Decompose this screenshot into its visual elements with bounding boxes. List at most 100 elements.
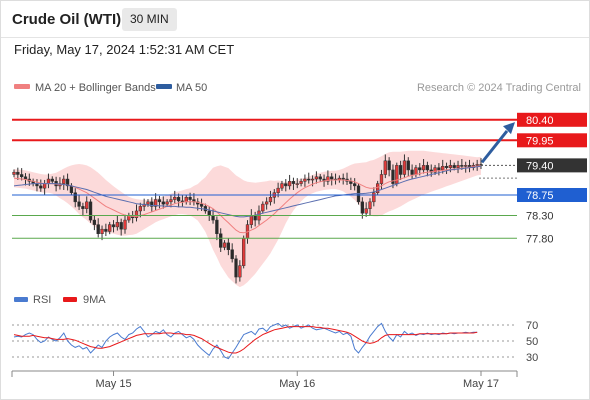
timeframe-badge[interactable]: 30 MIN [122,8,177,31]
legend-9ma-label: 9MA [83,294,106,306]
candle-body [134,210,139,219]
candle-body [284,183,288,187]
candle-body [215,219,219,234]
candle-body [318,176,322,180]
time-axis: May 15 May 16 May 17 [11,370,518,390]
candle-body [234,258,238,278]
candle-body [261,203,265,212]
candle-body [69,185,74,193]
candle-body [85,201,89,209]
legend-ma50-label: MA 50 [176,82,207,94]
candle-body [138,206,142,212]
candle-body [268,197,273,203]
rsi-ma-line [13,326,478,354]
candle-body [169,199,173,203]
candle-body [16,171,20,175]
candle-body [123,219,127,230]
candle-body [96,224,100,234]
candle-body [81,206,85,209]
levels: 80.40 79.95 78.75 78.30 77.80 79.40 [12,112,587,245]
candle-body [219,233,223,248]
candle-body [421,165,426,171]
candle-body [153,199,158,207]
candle-body [238,265,242,278]
candle-body [276,187,280,193]
rsi-tick-70: 70 [526,320,538,332]
candle-body [249,215,253,225]
level-label-78.30: 78.30 [526,211,554,223]
candle-body [39,185,43,189]
candle-body [330,176,334,180]
timestamp: Friday, May 17, 2024 1:52:31 AM CET [14,42,235,57]
candle-body [314,176,319,180]
candle-body [372,192,376,203]
candle-body [100,228,104,234]
rsi-line [13,322,478,360]
legend-swatch-ma20 [14,84,30,89]
candle-body [375,183,380,193]
forecast-arrow-shaft [480,129,509,164]
legend-swatch-rsi [14,297,28,302]
candle-body [115,222,120,228]
candle-body [307,178,311,181]
time-tick-May-16: May 16 [279,378,315,390]
candle-body [20,174,24,178]
candle-body [119,222,123,230]
candle-body [456,165,460,168]
candle-body [299,181,303,184]
price-legend: MA 20 + Bollinger Bands MA 50 Research ©… [14,82,581,94]
candle-body [12,171,16,175]
candle-body [391,169,395,184]
candle-body [475,164,479,166]
candle-body [207,210,211,216]
candle-body [46,178,51,184]
legend-swatch-9ma [63,297,77,302]
candle-body [42,183,47,189]
candle-body [88,201,93,221]
rsi-plot: 70 50 30 [12,320,538,364]
candle-body [444,166,449,168]
candle-body [425,165,430,171]
candle-body [165,201,169,205]
candle-body [303,178,307,182]
rsi-tick-50: 50 [526,336,538,348]
candle-body [184,197,188,203]
candle-body [211,215,215,221]
candle-body [464,165,468,167]
candle-body [326,176,330,182]
candle-body [199,203,204,207]
level-tag-bg-78.75 [517,188,587,202]
candle-body [92,219,97,225]
candle-body [280,183,284,189]
candle-body [398,165,403,175]
candle-body [150,201,154,207]
bollinger-band [14,150,481,288]
candle-body [104,228,108,232]
candle-body [452,165,456,168]
candle-body [368,201,372,209]
candle-body [364,208,368,214]
candle-body [253,215,257,221]
level-label-80.40: 80.40 [526,115,554,127]
last-price-label: 79.40 [526,160,554,172]
level-label-77.80: 77.80 [526,233,554,245]
candle-body [379,174,384,184]
candle-body [310,178,315,181]
candle-body [448,165,453,168]
candle-body [341,177,345,180]
candle-body [295,183,299,185]
candle-body [62,178,66,184]
candle-body [383,160,387,175]
candle-body [353,183,357,187]
candle-body [406,160,410,171]
candle-body [264,201,269,205]
rsi-legend: RSI 9MA [14,294,106,306]
credit-text: Research © 2024 Trading Central [417,82,581,94]
candle-body [437,167,441,171]
candle-body [291,181,296,184]
candle-body [50,178,54,182]
candle-body [226,242,231,250]
candle-body [287,181,292,187]
candle-body [418,167,422,171]
